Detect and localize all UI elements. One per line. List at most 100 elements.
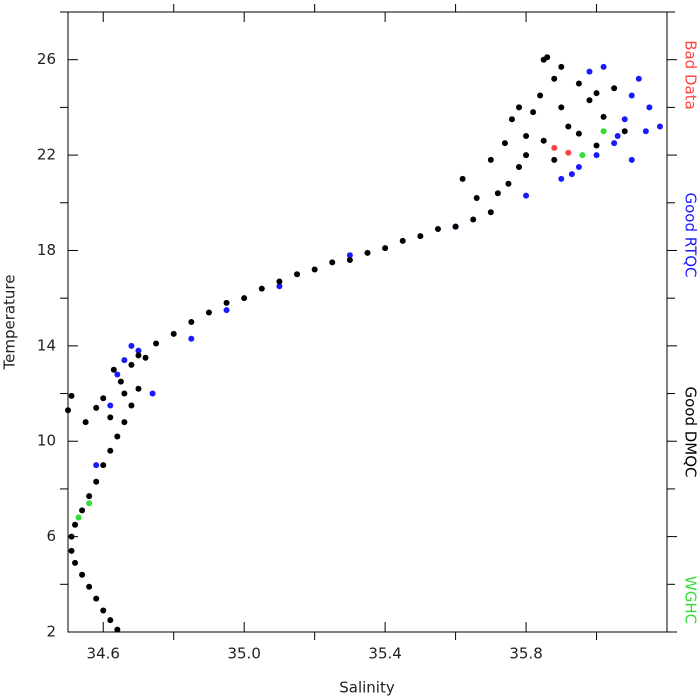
- point: [135, 347, 142, 354]
- point: [523, 152, 530, 159]
- point: [72, 559, 79, 566]
- y-axis-label: Temperature: [1, 274, 19, 370]
- point: [107, 447, 114, 454]
- point: [568, 171, 575, 178]
- point: [121, 390, 128, 397]
- point: [149, 390, 156, 397]
- point: [614, 133, 621, 139]
- point: [114, 433, 121, 440]
- point: [621, 128, 628, 135]
- point: [75, 514, 82, 521]
- point: [223, 299, 230, 306]
- point: [593, 90, 600, 97]
- point: [530, 109, 537, 116]
- point: [68, 392, 75, 399]
- point: [551, 144, 558, 151]
- point: [600, 113, 607, 120]
- point: [346, 257, 353, 263]
- point: [86, 493, 93, 500]
- point: [86, 500, 93, 507]
- point: [487, 156, 494, 163]
- point: [100, 395, 107, 402]
- legend-entry: Bad Data: [682, 40, 700, 110]
- y-tick-label: 26: [37, 50, 56, 68]
- point: [575, 164, 582, 170]
- point: [117, 378, 124, 385]
- point: [473, 195, 480, 201]
- point: [523, 133, 530, 139]
- x-tick-label: 35.0: [227, 645, 260, 663]
- point: [611, 140, 618, 147]
- point: [382, 245, 389, 252]
- plot-frame: [67, 11, 668, 633]
- x-axis-label: Salinity: [339, 679, 395, 697]
- point: [72, 521, 79, 528]
- point: [621, 116, 628, 123]
- point: [586, 68, 593, 75]
- y-tick-label: 14: [37, 336, 56, 354]
- point: [459, 175, 466, 182]
- point: [600, 63, 607, 70]
- point: [642, 128, 649, 135]
- x-tick-label: 35.4: [368, 645, 401, 663]
- point: [635, 75, 642, 82]
- point: [205, 309, 212, 316]
- y-tick-label: 2: [46, 623, 56, 641]
- point: [121, 419, 128, 426]
- point: [487, 209, 494, 216]
- point: [558, 104, 565, 111]
- point: [153, 340, 160, 347]
- point: [86, 583, 93, 590]
- point: [142, 354, 149, 361]
- point: [79, 571, 86, 578]
- point: [611, 85, 618, 92]
- point: [93, 462, 100, 469]
- point: [107, 414, 114, 421]
- point: [68, 533, 75, 540]
- point: [329, 259, 336, 266]
- point: [223, 307, 230, 314]
- legend-entry: WGHC: [682, 576, 700, 624]
- point: [135, 352, 142, 359]
- point: [628, 156, 635, 163]
- point: [93, 595, 100, 602]
- point: [565, 123, 572, 130]
- point: [135, 385, 142, 392]
- point: [65, 407, 71, 414]
- point: [551, 156, 558, 163]
- point: [600, 128, 607, 135]
- point: [505, 180, 512, 187]
- point: [470, 216, 477, 223]
- point: [593, 142, 600, 149]
- point: [100, 607, 107, 614]
- point: [656, 123, 663, 130]
- point: [79, 507, 86, 514]
- point: [311, 266, 318, 273]
- point: [188, 335, 195, 342]
- point: [276, 283, 283, 290]
- point: [110, 366, 117, 373]
- y-tick-label: 6: [46, 527, 56, 545]
- legend-entry: Good DMQC: [682, 386, 700, 477]
- point: [565, 149, 572, 156]
- point: [501, 140, 508, 147]
- point: [100, 462, 107, 469]
- point: [452, 223, 459, 230]
- point: [579, 152, 586, 159]
- point: [128, 342, 135, 349]
- point: [114, 626, 121, 633]
- point: [114, 371, 121, 378]
- point: [494, 190, 501, 197]
- point: [540, 137, 547, 144]
- point: [646, 104, 653, 111]
- y-tick-label: 22: [37, 146, 56, 164]
- point: [128, 402, 135, 409]
- point: [107, 617, 114, 624]
- point: [68, 547, 75, 554]
- point: [537, 92, 544, 99]
- x-tick-label: 34.6: [87, 645, 120, 663]
- point: [107, 402, 114, 409]
- point: [294, 271, 301, 278]
- point: [276, 278, 283, 285]
